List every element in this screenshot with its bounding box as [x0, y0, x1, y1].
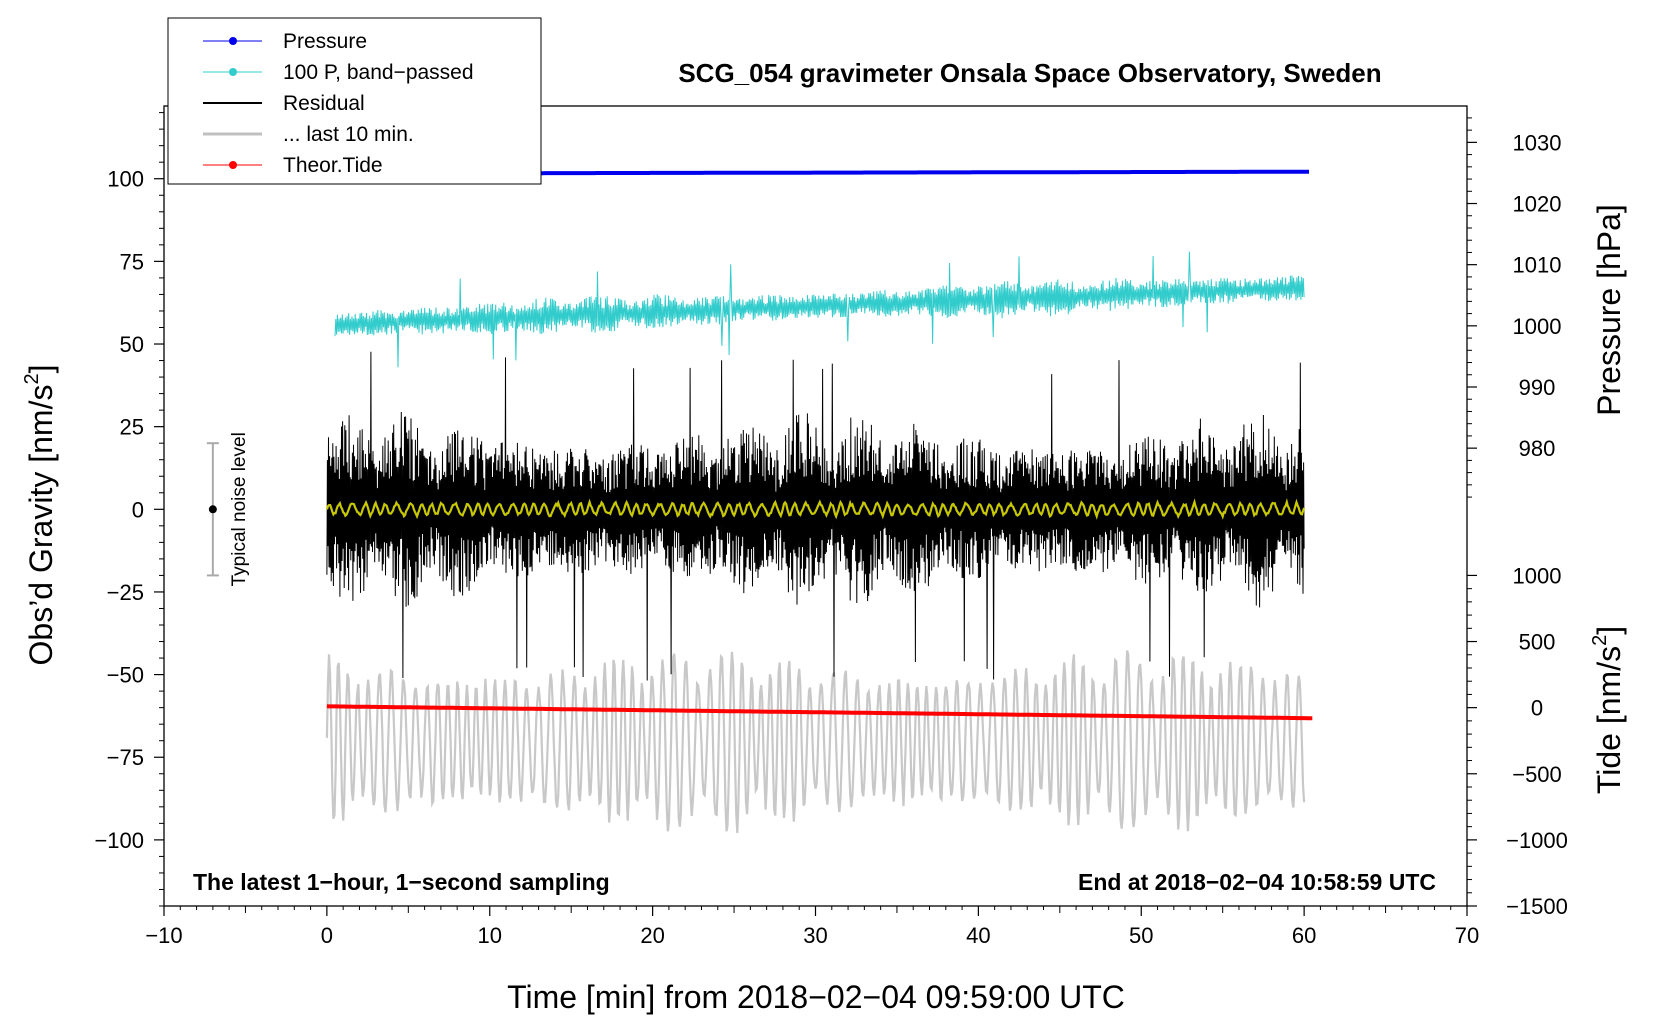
y-axis-title-tide: Tide [nm/s2] — [1589, 626, 1627, 794]
y-tick-label-left: 0 — [132, 497, 144, 522]
y-axis-title-tide-end: ] — [1591, 626, 1627, 635]
x-tick-label: 20 — [640, 923, 664, 948]
series-theor-tide — [326, 704, 1313, 721]
x-tick-label: 50 — [1129, 923, 1153, 948]
x-axis-title: Time [min] from 2018−02−04 09:59:00 UTC — [507, 979, 1125, 1015]
legend-label: Theor.Tide — [283, 154, 383, 177]
y-axis-title-gravity-end: ] — [23, 365, 59, 374]
x-tick-label: 30 — [803, 923, 827, 948]
noise-level-indicator: Typical noise level — [206, 432, 250, 586]
annotation-sampling: The latest 1−hour, 1−second sampling — [193, 869, 610, 895]
legend-label: ... last 10 min. — [283, 123, 414, 146]
x-tick-label: −10 — [145, 923, 182, 948]
x-tick-label: 60 — [1292, 923, 1316, 948]
x-tick-label: 10 — [478, 923, 502, 948]
legend-marker — [229, 68, 237, 76]
legend-entries: Pressure 100 P, band−passed Residual ... la… — [203, 30, 474, 177]
y-tick-label-left: 50 — [120, 332, 144, 357]
y-axis-title-pressure: Pressure [hPa] — [1591, 204, 1627, 416]
legend-marker — [229, 37, 237, 45]
tide-tick-label: 1000 — [1513, 563, 1562, 588]
tide-tick-label: 0 — [1531, 696, 1543, 721]
legend-marker — [229, 161, 237, 169]
series-residual — [326, 351, 1305, 681]
pressure-tick-label: 990 — [1519, 375, 1556, 400]
y-tick-label-left: 100 — [107, 167, 144, 192]
chart-title: SCG_054 gravimeter Onsala Space Observat… — [678, 58, 1381, 88]
pressure-tick-label: 980 — [1519, 436, 1556, 461]
y-axis-title-tide-main: Tide [nm/s — [1591, 646, 1627, 794]
y-tick-label-left: 25 — [120, 415, 144, 440]
y-tick-label-left: −100 — [94, 828, 144, 853]
series-layer — [325, 169, 1313, 834]
pressure-tick-label: 1000 — [1513, 314, 1562, 339]
x-tick-label: 40 — [966, 923, 990, 948]
series-last-10-min — [325, 650, 1306, 834]
tide-tick-label: −1000 — [1506, 828, 1568, 853]
series-residual-smoothed — [325, 497, 1306, 520]
legend: Pressure 100 P, band−passed Residual ... la… — [167, 17, 542, 185]
y-axis-title-gravity-sup: 2 — [21, 373, 43, 384]
y-tick-label-left: −50 — [107, 663, 144, 688]
y-tick-label-left: 75 — [120, 249, 144, 274]
y-axis-title-gravity: Obs’d Gravity [nm/s2] — [21, 365, 59, 666]
legend-box — [167, 17, 542, 185]
x-tick-label: 70 — [1455, 923, 1479, 948]
pressure-tick-label: 1020 — [1513, 192, 1562, 217]
tide-tick-label: 500 — [1519, 630, 1556, 655]
noise-level-label: Typical noise level — [229, 432, 250, 586]
y-axis-title-tide-sup: 2 — [1589, 635, 1611, 646]
tide-tick-label: −1500 — [1506, 894, 1568, 919]
noise-center-dot — [208, 505, 217, 514]
pressure-tick-label: 1030 — [1513, 130, 1562, 155]
legend-label: 100 P, band−passed — [283, 61, 474, 84]
legend-label: Pressure — [283, 30, 367, 53]
series-100p-band-passed — [334, 251, 1305, 368]
legend-label: Residual — [283, 92, 365, 115]
x-tick-label: 0 — [321, 923, 333, 948]
y-tick-label-left: −75 — [107, 745, 144, 770]
tide-tick-label: −500 — [1512, 762, 1562, 787]
y-axis-title-gravity-main: Obs’d Gravity [nm/s — [23, 385, 59, 666]
pressure-tick-label: 1010 — [1513, 253, 1562, 278]
y-tick-label-left: −25 — [107, 580, 144, 605]
annotation-end-time: End at 2018−02−04 10:58:59 UTC — [1078, 869, 1436, 895]
axes: −10 0 10 20 30 40 50 60 701007550250−25−50−75−10… — [94, 112, 1568, 948]
